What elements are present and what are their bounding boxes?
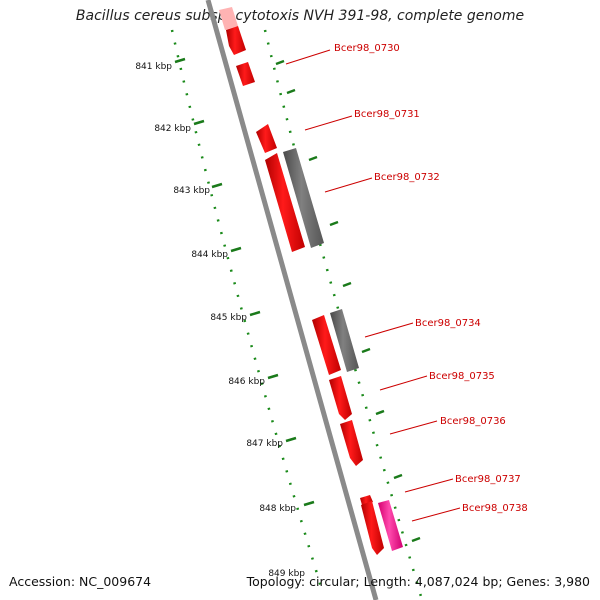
gene-bcer98-0736-feature: [340, 420, 363, 466]
gene-bcer98-0734-red-feature: [312, 315, 341, 375]
kbp-label-848: 848 kbp: [259, 504, 296, 514]
kbp-label-845: 845 kbp: [210, 313, 247, 323]
accession-text: Accession: NC_009674: [9, 574, 152, 589]
gene-label-bcer98-0734: Bcer98_0734: [415, 318, 481, 329]
gene-bcer98-0732-red-feature: [265, 153, 305, 252]
kbp-label-846: 846 kbp: [228, 377, 265, 387]
gene-bcer98-0735-feature: [329, 376, 352, 420]
gene-bcer98-0730-feature: [226, 26, 246, 55]
gene-small-red-feature: [236, 62, 255, 86]
gene-label-bcer98-0731: Bcer98_0731: [354, 109, 420, 120]
kbp-labels: 841 kbp 842 kbp 843 kbp 844 kbp 845 kbp …: [135, 62, 305, 579]
gene-label-bcer98-0737: Bcer98_0737: [455, 474, 521, 485]
gene-bcer98-0732-grey-feature: [283, 148, 324, 248]
genome-backbone: [205, 0, 379, 600]
gene-bcer98-0730-light-feature: [219, 7, 238, 30]
left-tick-track: [170, 29, 324, 591]
gene-label-bcer98-0738: Bcer98_0738: [462, 503, 528, 514]
gene-bcer98-0738-pink-feature: [378, 500, 403, 551]
kbp-label-841: 841 kbp: [135, 62, 172, 72]
gene-label-bcer98-0730: Bcer98_0730: [334, 43, 400, 54]
kbp-label-843: 843 kbp: [173, 186, 210, 196]
gene-label-bcer98-0732: Bcer98_0732: [374, 172, 440, 183]
gene-bcer98-0738-red-feature: [361, 501, 384, 555]
kbp-label-847: 847 kbp: [246, 439, 283, 449]
gene-label-bcer98-0736: Bcer98_0736: [440, 416, 506, 427]
label-leader-lines: [285, 49, 461, 522]
page-title: Bacillus cereus subsp. cytotoxis NVH 391…: [75, 8, 525, 24]
major-ticks-left: [174, 57, 315, 507]
gene-bcer98-0731-feature: [256, 124, 277, 153]
gene-labels: Bcer98_0730 Bcer98_0731 Bcer98_0732 Bcer…: [334, 43, 528, 514]
major-ticks-right: [275, 59, 421, 543]
genome-summary-text: Topology: circular; Length: 4,087,024 bp…: [246, 574, 590, 589]
gene-features: [219, 7, 403, 555]
gene-bcer98-0734-grey-feature: [330, 309, 359, 372]
gene-label-bcer98-0735: Bcer98_0735: [429, 371, 495, 382]
kbp-label-849: 849 kbp: [268, 569, 305, 579]
kbp-label-844: 844 kbp: [191, 250, 228, 260]
kbp-label-842: 842 kbp: [154, 124, 191, 134]
